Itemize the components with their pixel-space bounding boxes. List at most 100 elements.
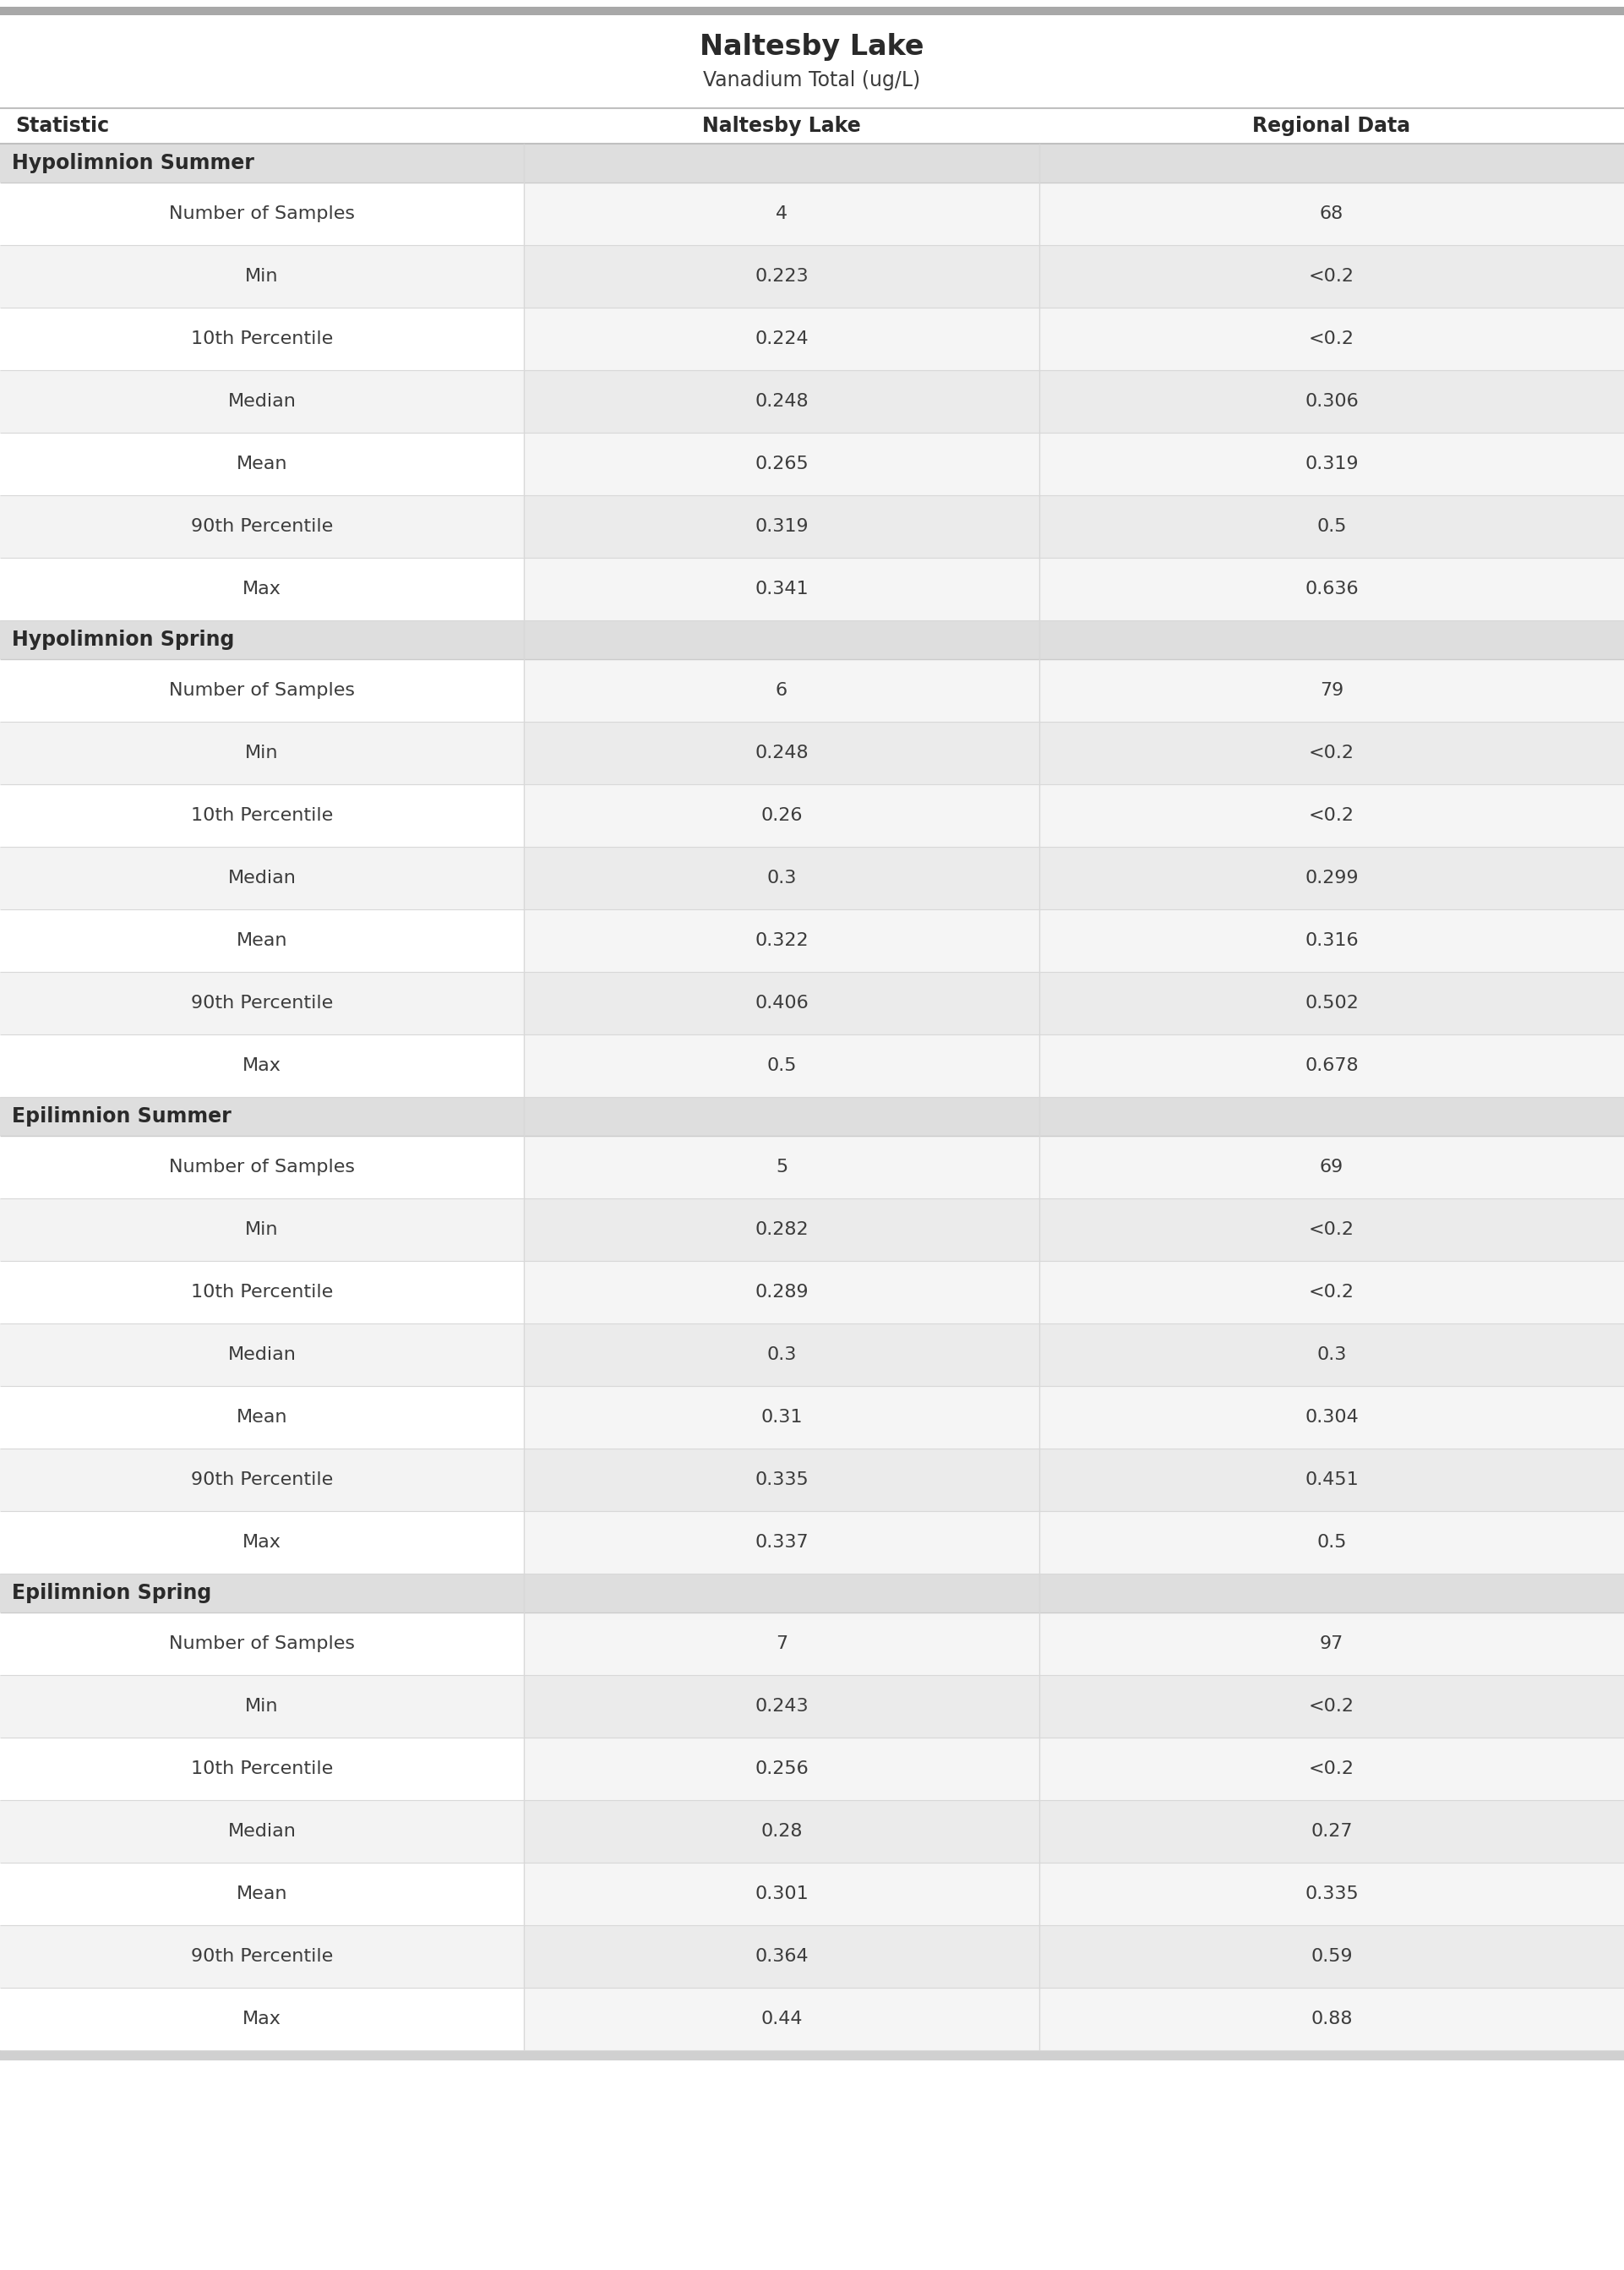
Bar [525,1448,1039,1512]
Bar [525,1323,1039,1387]
Bar [525,847,1039,910]
Text: 0.502: 0.502 [1304,994,1359,1012]
Bar [1039,434,1624,495]
Bar [0,972,525,1035]
Bar [0,1512,525,1573]
Text: Number of Samples: Number of Samples [169,1634,356,1653]
Text: 0.256: 0.256 [755,1762,809,1777]
Text: Number of Samples: Number of Samples [169,204,356,222]
Bar [0,1035,525,1096]
Bar [525,370,1039,434]
Text: 0.319: 0.319 [755,518,809,536]
Text: 0.406: 0.406 [755,994,809,1012]
Bar [0,620,1624,658]
Bar [1039,847,1624,910]
Text: Min: Min [245,745,279,760]
Text: 68: 68 [1320,204,1343,222]
Bar [1039,370,1624,434]
Text: 0.289: 0.289 [755,1285,809,1301]
Text: 10th Percentile: 10th Percentile [192,331,333,347]
Text: <0.2: <0.2 [1309,1762,1354,1777]
Bar [0,847,525,910]
Text: 0.306: 0.306 [1304,393,1359,411]
Text: 0.337: 0.337 [755,1535,809,1550]
Bar [1039,309,1624,370]
Text: Epilimnion Summer: Epilimnion Summer [11,1105,231,1126]
Text: <0.2: <0.2 [1309,1698,1354,1714]
Bar [1039,1989,1624,2050]
Text: 0.678: 0.678 [1304,1058,1359,1074]
Text: Median: Median [227,869,296,888]
Text: Max: Max [242,1535,281,1550]
Bar [1039,1199,1624,1260]
Bar [1039,182,1624,245]
Text: Min: Min [245,1221,279,1237]
Text: 0.301: 0.301 [755,1886,809,1902]
Text: Median: Median [227,1823,296,1839]
Bar [525,658,1039,722]
Text: 90th Percentile: 90th Percentile [192,994,333,1012]
Text: <0.2: <0.2 [1309,808,1354,824]
Text: Number of Samples: Number of Samples [169,681,356,699]
Text: Hypolimnion Spring: Hypolimnion Spring [11,629,234,649]
Bar [0,1323,525,1387]
Bar [0,1135,525,1199]
Text: <0.2: <0.2 [1309,1285,1354,1301]
Text: Hypolimnion Summer: Hypolimnion Summer [11,152,255,173]
Text: 0.224: 0.224 [755,331,809,347]
Text: 0.59: 0.59 [1311,1948,1353,1966]
Text: 6: 6 [776,681,788,699]
Bar [1039,1925,1624,1989]
Text: 79: 79 [1320,681,1343,699]
Text: 0.316: 0.316 [1304,933,1359,949]
Text: Median: Median [227,1346,296,1364]
Bar [525,1135,1039,1199]
Text: Mean: Mean [237,1410,287,1426]
Bar [0,558,525,620]
Bar [0,1612,525,1675]
Text: 10th Percentile: 10th Percentile [192,1285,333,1301]
Bar [1039,1260,1624,1323]
Text: 0.223: 0.223 [755,268,809,284]
Bar [0,434,525,495]
Text: 69: 69 [1320,1158,1343,1176]
Text: 0.341: 0.341 [755,581,809,597]
Text: Statistic: Statistic [15,116,109,136]
Text: 0.28: 0.28 [760,1823,802,1839]
Text: 0.248: 0.248 [755,745,809,760]
Bar [0,1260,525,1323]
Text: 0.31: 0.31 [760,1410,802,1426]
Bar [525,1737,1039,1800]
Bar [1039,722,1624,783]
Bar [525,1035,1039,1096]
Bar [1039,1800,1624,1864]
Text: 4: 4 [776,204,788,222]
Bar [0,7,1624,16]
Bar [0,245,525,309]
Text: 0.299: 0.299 [1304,869,1359,888]
Text: 0.282: 0.282 [755,1221,809,1237]
Bar [1039,1135,1624,1199]
Text: 7: 7 [776,1634,788,1653]
Text: 0.5: 0.5 [1317,518,1346,536]
Bar [1039,910,1624,972]
Text: 0.3: 0.3 [767,1346,796,1364]
Bar [525,495,1039,558]
Bar [0,370,525,434]
Text: 90th Percentile: 90th Percentile [192,1471,333,1489]
Text: 0.44: 0.44 [760,2011,802,2027]
Bar [525,1387,1039,1448]
Bar [1039,972,1624,1035]
Bar [0,182,525,245]
Bar [1039,1737,1624,1800]
Text: 0.243: 0.243 [755,1698,809,1714]
Text: <0.2: <0.2 [1309,331,1354,347]
Bar [1039,495,1624,558]
Bar [0,910,525,972]
Bar [525,1864,1039,1925]
Text: Min: Min [245,268,279,284]
Bar [0,1387,525,1448]
Text: 0.319: 0.319 [1304,456,1359,472]
Bar [525,910,1039,972]
Bar [1039,1612,1624,1675]
